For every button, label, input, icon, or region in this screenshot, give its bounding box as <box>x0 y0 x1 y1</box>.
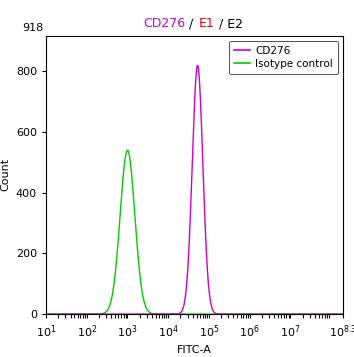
Text: 918: 918 <box>22 23 43 33</box>
X-axis label: FITC-A: FITC-A <box>177 345 212 355</box>
Text: /: / <box>189 17 198 30</box>
Y-axis label: Count: Count <box>0 159 10 191</box>
Text: E1: E1 <box>198 17 214 30</box>
Legend: CD276, Isotype control: CD276, Isotype control <box>229 41 338 75</box>
Text: / E2: / E2 <box>215 17 243 30</box>
Text: CD276: CD276 <box>144 17 186 30</box>
